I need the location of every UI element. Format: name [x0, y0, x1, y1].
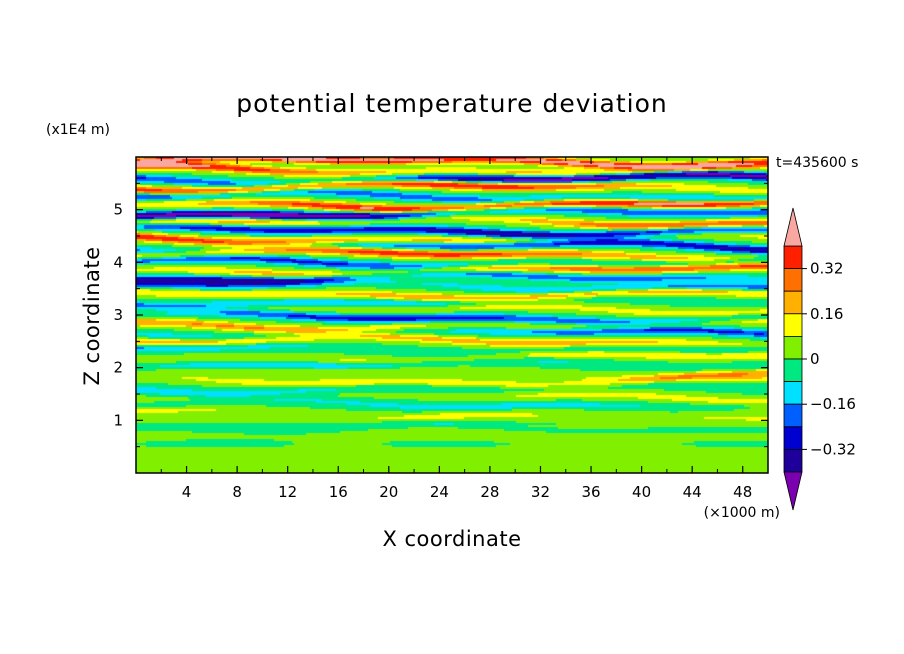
x-axis-label: X coordinate	[382, 527, 521, 551]
colorbar-bottom-triangle	[783, 471, 803, 511]
x-tick-label: 12	[278, 483, 297, 501]
x-tick-label: 40	[632, 483, 651, 501]
x-unit-label: (×1000 m)	[704, 505, 780, 521]
x-tick-label: 20	[379, 483, 398, 501]
field-image	[136, 157, 768, 473]
colorbar-tick-label: 0	[810, 350, 820, 368]
x-tick-label: 48	[733, 483, 752, 501]
colorbar-segment	[783, 448, 803, 473]
x-tick-label: 44	[683, 483, 702, 501]
x-tick-label: 8	[232, 483, 242, 501]
contour-field	[136, 157, 768, 473]
colorbar-segment	[783, 358, 803, 383]
colorbar: 0.32 0.16 0 −0.16 −0.32	[783, 207, 856, 511]
y-tick-label: 3	[113, 306, 123, 324]
colorbar-tick-label: −0.16	[810, 395, 856, 413]
y-axis-label: Z coordinate	[80, 246, 104, 385]
colorbar-segment	[783, 335, 803, 360]
chart-title: potential temperature deviation	[236, 89, 667, 118]
colorbar-segment	[783, 245, 803, 270]
x-tick-label: 28	[480, 483, 499, 501]
colorbar-tick-label: −0.32	[810, 440, 856, 458]
colorbar-top-triangle	[783, 207, 803, 247]
y-tick-label: 5	[113, 201, 123, 219]
colorbar-segment	[783, 426, 803, 450]
y-tick-label: 1	[113, 411, 123, 429]
x-tick-label: 32	[531, 483, 550, 501]
x-tick-label: 4	[182, 483, 192, 501]
x-tick-label: 36	[581, 483, 600, 501]
colorbar-segment	[783, 290, 803, 315]
colorbar-segment	[783, 403, 803, 428]
y-tick-label: 2	[113, 359, 123, 377]
x-tick-label: 16	[329, 483, 348, 501]
colorbar-segment	[783, 268, 803, 292]
y-unit-label: (x1E4 m)	[46, 122, 110, 138]
colorbar-segment	[783, 381, 803, 405]
time-label: t=435600 s	[776, 155, 858, 171]
colorbar-tick-label: 0.16	[810, 305, 843, 323]
y-tick-label: 4	[113, 253, 123, 271]
x-tick-label: 24	[430, 483, 449, 501]
colorbar-tick-label: 0.32	[810, 260, 843, 278]
colorbar-segment	[783, 313, 803, 337]
